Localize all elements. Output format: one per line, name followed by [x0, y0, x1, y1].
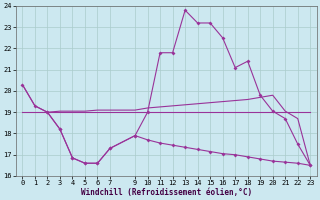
X-axis label: Windchill (Refroidissement éolien,°C): Windchill (Refroidissement éolien,°C) [81, 188, 252, 197]
